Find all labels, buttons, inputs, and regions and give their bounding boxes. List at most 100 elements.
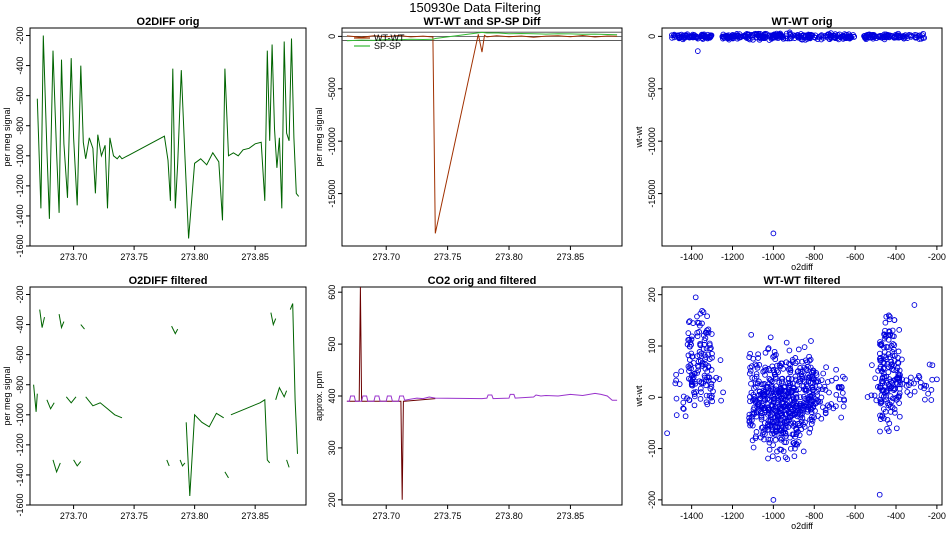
x-tick-label: 273.75 bbox=[120, 511, 148, 521]
scatter-point bbox=[934, 376, 940, 383]
scatter-point bbox=[770, 354, 776, 360]
plot-title: WT-WT orig bbox=[771, 16, 832, 28]
scatter-point bbox=[704, 313, 710, 320]
scatter-point bbox=[888, 361, 895, 368]
scatter-point bbox=[803, 367, 810, 373]
scatter-point bbox=[698, 389, 704, 395]
series-line-1 bbox=[346, 287, 436, 500]
scatter-point bbox=[806, 357, 813, 364]
scatter-point bbox=[765, 455, 771, 462]
scatter-point bbox=[861, 32, 868, 39]
scatter-point bbox=[790, 440, 797, 446]
y-axis-label: wt-wt bbox=[634, 385, 644, 407]
series-segment bbox=[171, 325, 179, 335]
scatter-point bbox=[807, 35, 814, 42]
scatter-point bbox=[758, 414, 765, 421]
scatter-point bbox=[780, 366, 787, 372]
y-tick-label: -1400 bbox=[15, 204, 25, 227]
scatter-point bbox=[922, 396, 928, 403]
scatter-point bbox=[876, 350, 883, 357]
scatter-point bbox=[920, 30, 927, 37]
scatter-point bbox=[747, 350, 753, 357]
scatter-point bbox=[896, 327, 903, 333]
scatter-point bbox=[690, 34, 697, 40]
scatter-point bbox=[706, 34, 713, 41]
y-tick-label: 100 bbox=[647, 338, 657, 353]
series-segment bbox=[275, 386, 288, 400]
scatter-point bbox=[772, 426, 779, 433]
scatter-point bbox=[792, 441, 798, 448]
scatter-point bbox=[928, 397, 935, 403]
scatter-point bbox=[768, 378, 775, 385]
scatter-point bbox=[822, 410, 829, 417]
scatter-point bbox=[809, 418, 816, 424]
scatter-point bbox=[700, 32, 707, 39]
scatter-point bbox=[699, 359, 706, 366]
y-tick-label: -1000 bbox=[15, 144, 25, 167]
scatter-point bbox=[779, 378, 786, 385]
scatter-point bbox=[778, 427, 785, 434]
scatter-point bbox=[806, 353, 812, 360]
series-segment bbox=[270, 312, 277, 327]
scatter-point bbox=[762, 364, 769, 371]
scatter-point bbox=[695, 364, 702, 370]
scatter-point bbox=[879, 413, 885, 420]
scatter-point bbox=[771, 353, 778, 359]
scatter-point bbox=[703, 377, 710, 383]
panel-3: WT-WT orig -1400 -1200 -1000 -800 -600 -400 -20… bbox=[634, 16, 946, 272]
scatter-point bbox=[750, 36, 756, 43]
scatter-point bbox=[842, 375, 848, 382]
scatter-point bbox=[911, 302, 918, 308]
scatter-point bbox=[727, 34, 734, 40]
scatter-point bbox=[706, 392, 713, 399]
scatter-point bbox=[753, 371, 760, 377]
scatter-point bbox=[774, 32, 780, 39]
scatter-point bbox=[773, 410, 780, 416]
scatter-point bbox=[762, 349, 769, 356]
scatter-point bbox=[705, 329, 712, 336]
x-tick-label: 273.75 bbox=[434, 252, 462, 262]
scatter-point bbox=[700, 309, 707, 315]
scatter-point bbox=[710, 388, 716, 395]
scatter-point bbox=[813, 370, 819, 376]
scatter-point bbox=[830, 32, 837, 39]
y-tick-label: -200 bbox=[15, 286, 25, 304]
series-line-2 bbox=[346, 392, 618, 402]
scatter-point bbox=[791, 453, 798, 460]
series-segment bbox=[286, 459, 290, 468]
y-tick-label: -1400 bbox=[15, 463, 25, 486]
scatter-point bbox=[878, 398, 884, 405]
scatter-point bbox=[798, 32, 805, 39]
scatter-point bbox=[779, 406, 785, 412]
scatter-point bbox=[787, 361, 794, 368]
scatter-point bbox=[785, 375, 792, 382]
scatter-point bbox=[702, 335, 709, 342]
series-segment bbox=[39, 309, 45, 328]
scatter-point bbox=[756, 34, 763, 40]
scatter-point bbox=[759, 410, 766, 417]
scatter-point bbox=[820, 370, 827, 377]
scatter-point bbox=[684, 395, 690, 402]
scatter-point bbox=[710, 377, 717, 384]
scatter-point bbox=[758, 434, 764, 441]
scatter-point bbox=[784, 456, 791, 462]
series-segment bbox=[85, 396, 123, 419]
scatter-point bbox=[782, 387, 788, 394]
scatter-point bbox=[847, 33, 854, 39]
scatter-point bbox=[707, 342, 713, 348]
scatter-point bbox=[767, 417, 773, 424]
x-tick-label: 273.70 bbox=[372, 252, 400, 262]
scatter-point bbox=[881, 344, 887, 351]
scatter-point bbox=[818, 394, 825, 401]
series-segment bbox=[185, 412, 224, 497]
scatter-point bbox=[756, 362, 763, 368]
scatter-point bbox=[765, 426, 772, 433]
scatter-point bbox=[791, 411, 798, 418]
scatter-point bbox=[871, 32, 877, 38]
scatter-point bbox=[820, 404, 826, 411]
scatter-point bbox=[702, 374, 708, 381]
y-tick-label: 200 bbox=[327, 492, 337, 507]
scatter-point bbox=[770, 396, 777, 403]
scatter-point bbox=[850, 32, 857, 38]
scatter-point bbox=[795, 368, 801, 374]
